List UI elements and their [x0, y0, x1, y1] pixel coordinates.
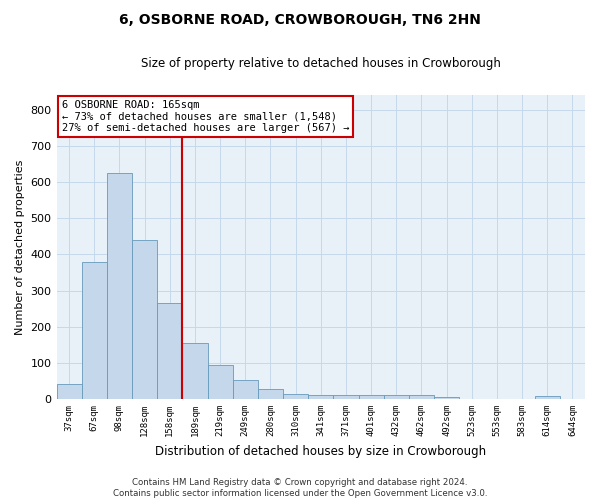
Text: 6, OSBORNE ROAD, CROWBOROUGH, TN6 2HN: 6, OSBORNE ROAD, CROWBOROUGH, TN6 2HN: [119, 12, 481, 26]
Bar: [107, 173, 132, 399]
Bar: [409, 396, 434, 399]
Bar: [56, 384, 82, 399]
Bar: [233, 380, 258, 399]
Text: Contains HM Land Registry data © Crown copyright and database right 2024.
Contai: Contains HM Land Registry data © Crown c…: [113, 478, 487, 498]
Text: 6 OSBORNE ROAD: 165sqm
← 73% of detached houses are smaller (1,548)
27% of semi-: 6 OSBORNE ROAD: 165sqm ← 73% of detached…: [62, 100, 349, 133]
Bar: [82, 262, 107, 399]
Title: Size of property relative to detached houses in Crowborough: Size of property relative to detached ho…: [141, 58, 501, 70]
Bar: [535, 396, 560, 399]
Bar: [383, 396, 409, 399]
Bar: [157, 303, 182, 399]
X-axis label: Distribution of detached houses by size in Crowborough: Distribution of detached houses by size …: [155, 444, 487, 458]
Bar: [132, 240, 157, 399]
Bar: [182, 343, 208, 399]
Bar: [359, 396, 383, 399]
Bar: [308, 396, 334, 399]
Bar: [334, 396, 359, 399]
Bar: [258, 389, 283, 399]
Bar: [208, 364, 233, 399]
Bar: [283, 394, 308, 399]
Bar: [434, 397, 459, 399]
Y-axis label: Number of detached properties: Number of detached properties: [15, 160, 25, 335]
